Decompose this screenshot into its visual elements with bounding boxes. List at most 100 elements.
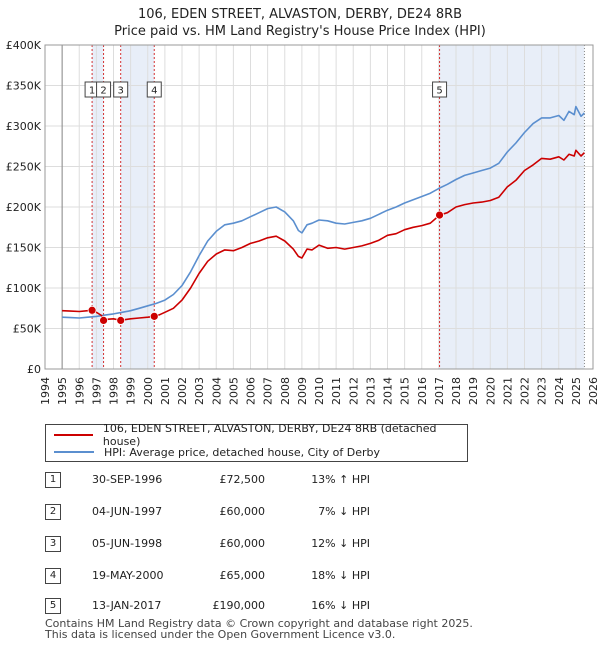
transaction-price: £65,000 xyxy=(219,569,266,582)
table-row: 2 04-JUN-1997 £60,000 7% ↓ HPI xyxy=(0,502,600,522)
footer-line1: Contains HM Land Registry data © Crown c… xyxy=(45,617,473,630)
x-axis-ticks: 1994 1995 1996 1997 1998 1999 2000 2001 2002 2003… xyxy=(39,377,600,405)
transaction-marker-label: 3 xyxy=(118,86,124,97)
x-tick-label: 2010 xyxy=(313,377,326,405)
transaction-marker-box xyxy=(96,81,112,98)
x-tick-label: 1996 xyxy=(73,377,86,405)
x-tick-label: 2003 xyxy=(193,377,206,405)
transaction-price: £60,000 xyxy=(219,537,266,550)
x-tick-label: 2026 xyxy=(587,377,600,405)
x-tick-label: 2019 xyxy=(467,377,480,405)
transaction-hpi-change: 12% ↓ HPI xyxy=(311,537,370,550)
transaction-date: 13-JAN-2017 xyxy=(92,599,162,612)
table-row: 5 13-JAN-2017 £190,000 16% ↓ HPI xyxy=(0,596,600,616)
transaction-marker-label: 1 xyxy=(89,86,95,97)
transaction-date: 30-SEP-1996 xyxy=(92,473,163,486)
transaction-hpi-change: 13% ↑ HPI xyxy=(311,473,370,486)
property-price-line xyxy=(62,149,585,322)
y-tick-label: £250K xyxy=(6,161,42,174)
chart-title-line1: 106, EDEN STREET, ALVASTON, DERBY, DE24 … xyxy=(137,7,463,22)
y-tick-label: £0 xyxy=(27,363,41,376)
transaction-hpi-change: 18% ↓ HPI xyxy=(311,569,370,582)
y-tick-label: £350K xyxy=(6,80,42,93)
x-tick-label: 2002 xyxy=(176,377,189,405)
x-tick-label: 1997 xyxy=(90,377,103,405)
x-tick-label: 2004 xyxy=(210,377,223,405)
x-tick-label: 1995 xyxy=(56,377,69,405)
x-tick-label: 2025 xyxy=(570,377,583,405)
x-tick-label: 2001 xyxy=(159,377,172,405)
transaction-hpi-change: 7% ↓ HPI xyxy=(318,505,370,518)
table-row: 4 19-MAY-2000 £65,000 18% ↓ HPI xyxy=(0,566,600,586)
transaction-hpi-change: 16% ↓ HPI xyxy=(311,599,370,612)
x-tick-label: 2017 xyxy=(433,377,446,405)
x-tick-label: 1999 xyxy=(125,377,138,405)
chart-title-line2: Price paid vs. HM Land Registry's House … xyxy=(114,24,486,39)
footer-line2: This data is licensed under the Open Gov… xyxy=(45,628,396,641)
transaction-date: 19-MAY-2000 xyxy=(92,569,164,582)
legend-property-label: 106, EDEN STREET, ALVASTON, DERBY, DE24 … xyxy=(102,422,437,448)
x-tick-label: 1998 xyxy=(108,377,121,405)
x-tick-label: 2008 xyxy=(279,377,292,405)
x-tick-label: 2016 xyxy=(416,377,429,405)
x-tick-label: 2006 xyxy=(245,377,258,405)
legend-hpi-swatch xyxy=(54,451,94,453)
legend-hpi-label: HPI: Average price, detached house, City… xyxy=(104,445,381,459)
y-tick-label: £150K xyxy=(6,242,42,255)
y-tick-label: £50K xyxy=(13,323,42,336)
transaction-number: 5 xyxy=(45,598,61,614)
transaction-marker-box xyxy=(146,81,162,98)
x-tick-label: 2014 xyxy=(382,377,395,405)
transaction-price: £60,000 xyxy=(219,505,266,518)
table-row: 1 30-SEP-1996 £72,500 13% ↑ HPI xyxy=(0,470,600,490)
x-tick-label: 2022 xyxy=(519,377,532,405)
legend-item-hpi: HPI: Average price, detached house, City… xyxy=(54,444,380,460)
footer: Contains HM Land Registry data © Crown c… xyxy=(45,618,473,640)
transaction-points xyxy=(87,210,444,325)
transaction-number: 2 xyxy=(45,504,61,520)
transaction-date: 04-JUN-1997 xyxy=(92,505,163,518)
x-tick-label: 2000 xyxy=(142,377,155,405)
series-lines xyxy=(62,105,585,322)
y-tick-label: £300K xyxy=(6,120,42,133)
x-tick-label: 2009 xyxy=(296,377,309,405)
x-tick-label: 2024 xyxy=(553,377,566,405)
y-tick-label: £400K xyxy=(6,39,42,52)
legend: 106, EDEN STREET, ALVASTON, DERBY, DE24 … xyxy=(45,422,468,462)
legend-item-property: 106, EDEN STREET, ALVASTON, DERBY, DE24 … xyxy=(54,422,467,448)
x-tick-label: 2013 xyxy=(364,377,377,405)
x-tick-label: 2020 xyxy=(484,377,497,405)
x-tick-label: 2015 xyxy=(399,377,412,405)
transaction-price: £190,000 xyxy=(212,599,266,612)
transaction-number: 1 xyxy=(45,472,61,488)
legend-property-swatch xyxy=(54,434,93,436)
x-tick-label: 2005 xyxy=(227,377,240,405)
transaction-point xyxy=(116,315,126,325)
table-row: 3 05-JUN-1998 £60,000 12% ↓ HPI xyxy=(0,534,600,554)
transaction-point xyxy=(435,210,444,220)
transaction-marker-box xyxy=(113,81,129,98)
x-tick-label: 2007 xyxy=(262,377,275,405)
chart-title: 106, EDEN STREET, ALVASTON, DERBY, DE24 … xyxy=(0,6,600,40)
transaction-marker-label: 4 xyxy=(151,86,157,97)
transaction-point xyxy=(149,311,159,321)
transaction-number: 4 xyxy=(45,568,61,584)
x-tick-label: 2011 xyxy=(330,377,343,405)
x-tick-label: 2012 xyxy=(347,377,360,405)
grid-lines xyxy=(44,44,594,370)
x-tick-label: 2018 xyxy=(450,377,463,405)
transaction-marker-box xyxy=(432,81,448,98)
transaction-price: £72,500 xyxy=(219,473,266,486)
hpi-line xyxy=(62,105,585,319)
x-tick-label: 2021 xyxy=(501,377,514,405)
plot-frame xyxy=(44,44,594,370)
transaction-number: 3 xyxy=(45,536,61,552)
transaction-date: 05-JUN-1998 xyxy=(92,537,163,550)
y-tick-label: £200K xyxy=(6,201,42,214)
transaction-point xyxy=(99,315,108,325)
transaction-marker-label: 5 xyxy=(436,86,442,97)
y-axis-ticks: £0 £50K £100K £150K £200K £250K £300K £350K £400… xyxy=(6,39,42,376)
x-tick-label: 1994 xyxy=(39,377,52,405)
